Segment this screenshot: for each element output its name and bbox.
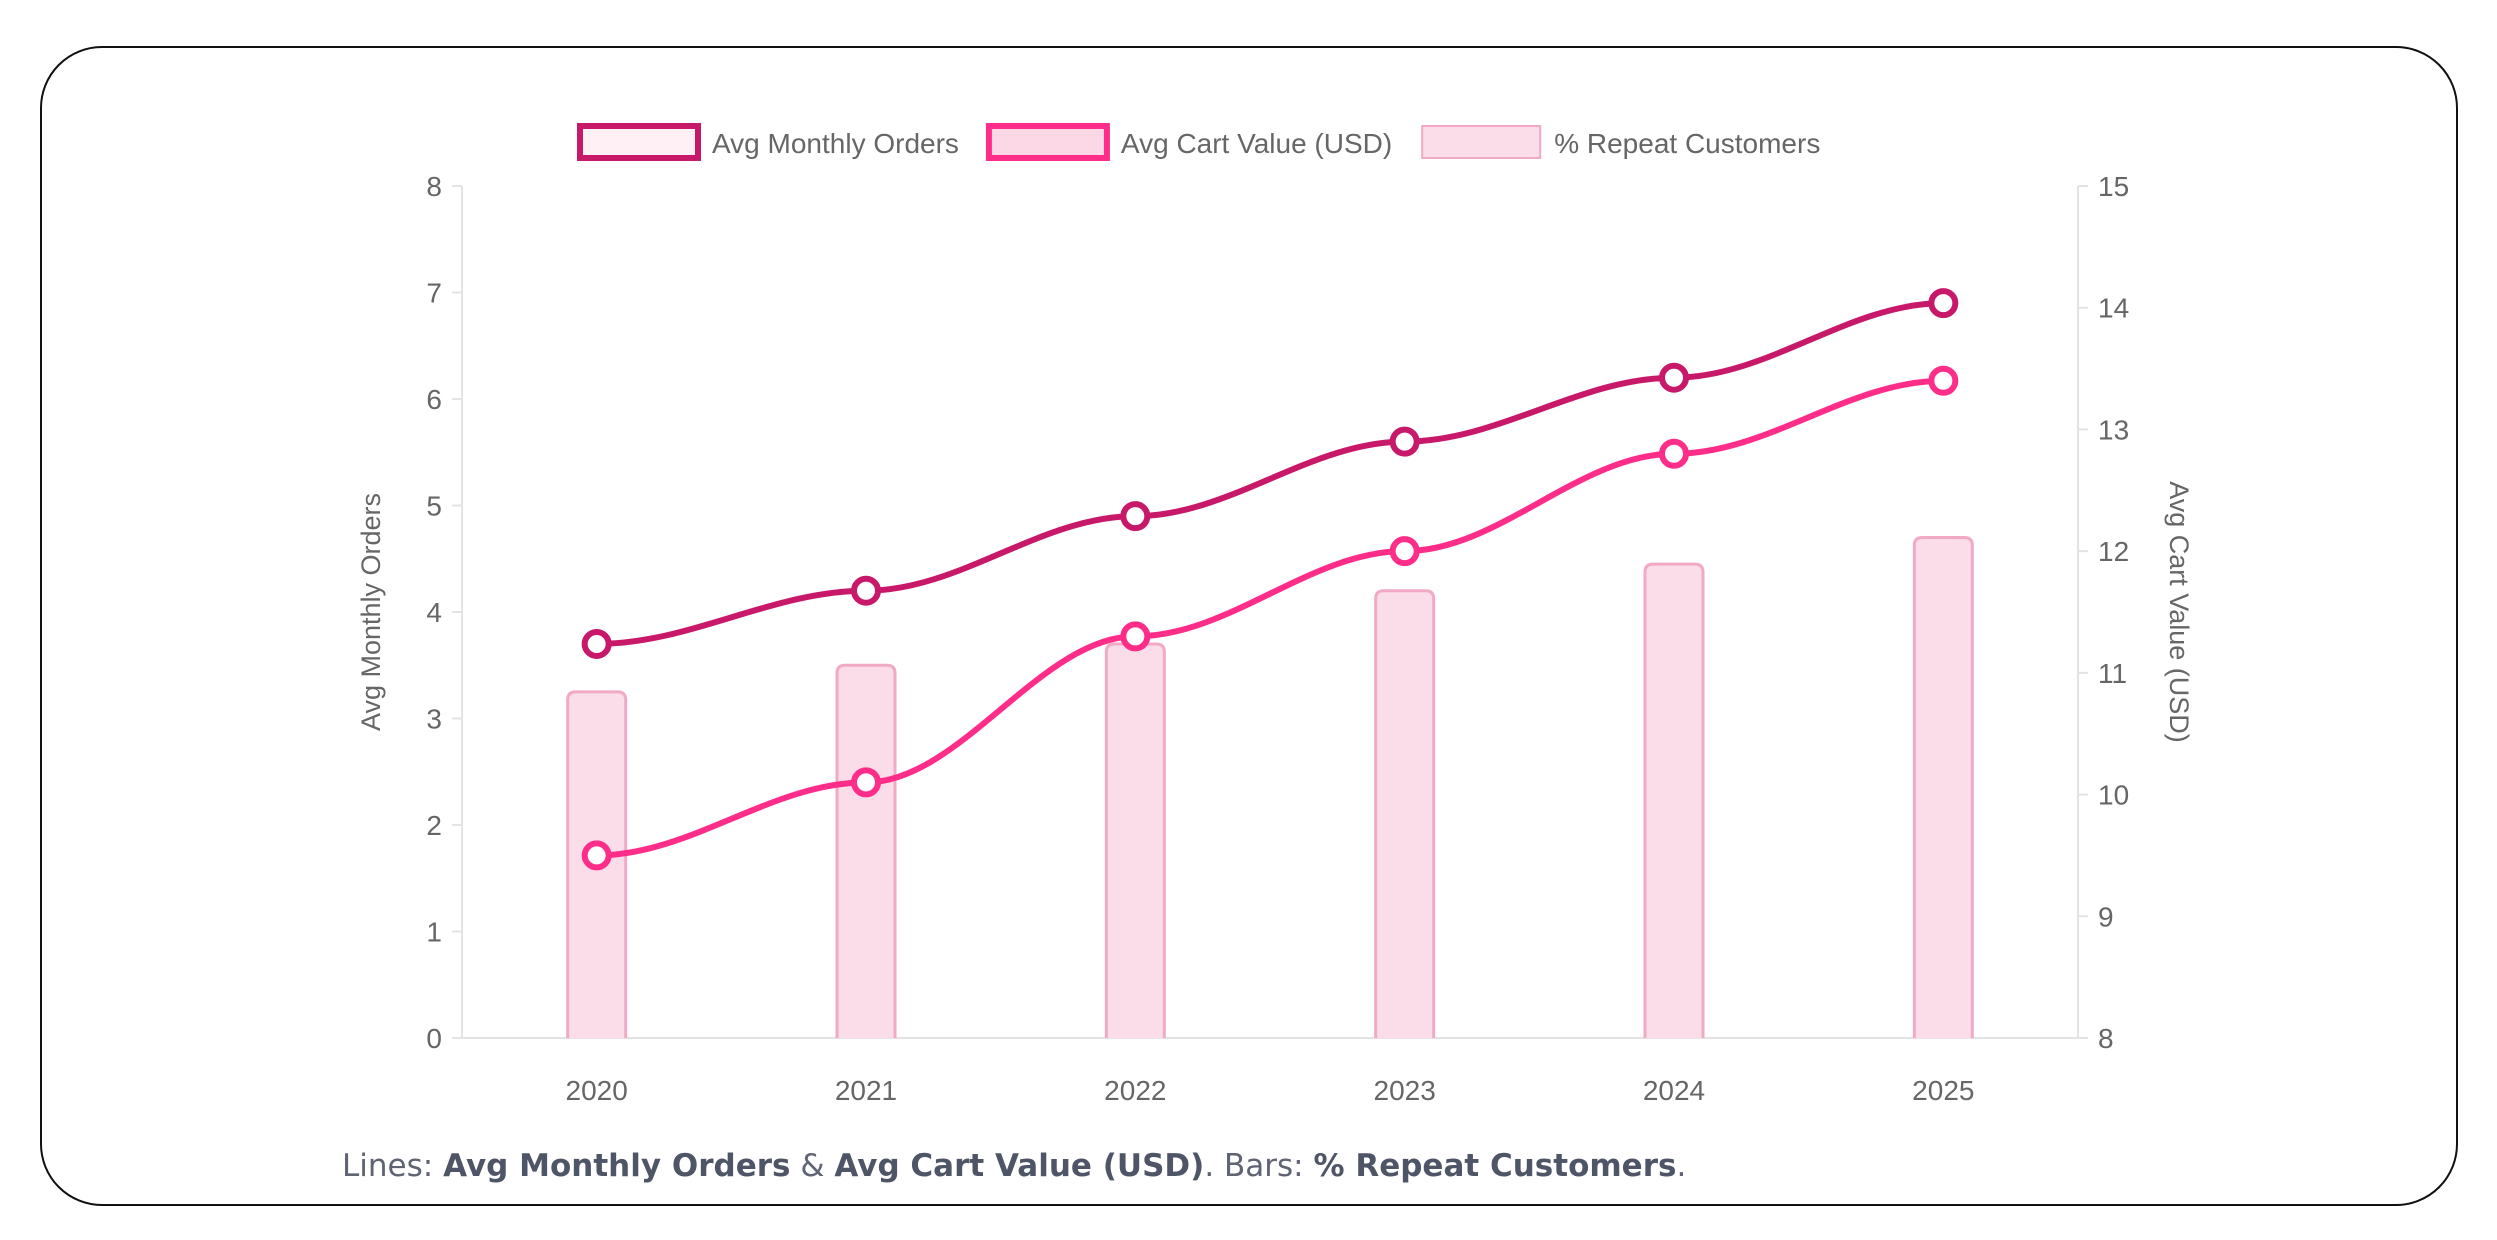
legend-label: % Repeat Customers [1554, 128, 1820, 159]
left-tick-label: 6 [426, 384, 442, 415]
right-tick-label: 12 [2098, 536, 2129, 567]
point-avg-monthly-orders [1928, 288, 1959, 319]
point-avg-monthly-orders [581, 628, 612, 659]
caption-bold-repeat: % Repeat Customers [1313, 1148, 1677, 1184]
bar-repeat-customers [1912, 535, 1974, 1038]
right-axis-title: Avg Cart Value (USD) [2164, 481, 2194, 743]
point-avg-monthly-orders [1659, 362, 1689, 393]
chart-caption: Lines: Avg Monthly Orders & Avg Cart Val… [342, 1148, 1686, 1184]
x-tick-label: 2025 [1912, 1075, 1974, 1106]
left-axis-title: Avg Monthly Orders [356, 493, 386, 731]
line-avg-cart-value-usd [596, 377, 1944, 859]
bar-repeat-customers [835, 663, 897, 1038]
point-avg-cart-value-usd [1120, 621, 1151, 652]
left-tick-label: 8 [426, 171, 442, 202]
caption-text: . Bars: [1204, 1148, 1314, 1184]
point-avg-monthly-orders [1120, 501, 1151, 532]
caption-bold-cart: Avg Cart Value (USD) [834, 1148, 1205, 1184]
legend-label: Avg Monthly Orders [712, 128, 959, 159]
left-tick-label: 2 [426, 810, 442, 841]
caption-text: . [1676, 1148, 1687, 1184]
x-tick-label: 2023 [1374, 1075, 1436, 1106]
right-tick-label: 10 [2098, 780, 2129, 811]
right-tick-label: 8 [2098, 1023, 2114, 1054]
x-tick-label: 2022 [1104, 1075, 1166, 1106]
right-tick-label: 15 [2098, 171, 2129, 202]
left-tick-label: 7 [426, 278, 442, 309]
left-tick-label: 3 [426, 704, 442, 735]
x-tick-label: 2020 [566, 1075, 628, 1106]
caption-bold-orders: Avg Monthly Orders [443, 1148, 791, 1184]
right-tick-label: 14 [2098, 293, 2129, 324]
point-avg-cart-value-usd [851, 767, 881, 798]
caption-text: & [790, 1148, 835, 1184]
bar-repeat-customers [1643, 562, 1705, 1038]
line-avg-monthly-orders [596, 300, 1944, 647]
bar-repeat-customers [1104, 642, 1166, 1038]
legend-swatch [577, 123, 701, 161]
x-tick-label: 2024 [1643, 1075, 1705, 1106]
point-avg-cart-value-usd [581, 840, 612, 871]
point-avg-cart-value-usd [1659, 438, 1689, 469]
left-tick-label: 5 [426, 491, 442, 522]
left-tick-label: 4 [426, 597, 442, 628]
left-tick-label: 1 [426, 917, 442, 948]
point-avg-monthly-orders [851, 575, 881, 606]
bar-repeat-customers [1374, 589, 1436, 1038]
chart-card [40, 46, 2458, 1206]
legend-swatch [1421, 125, 1542, 159]
point-avg-cart-value-usd [1389, 536, 1420, 567]
left-tick-label: 0 [426, 1023, 442, 1054]
legend-label: Avg Cart Value (USD) [1121, 128, 1392, 159]
right-tick-label: 11 [2098, 658, 2127, 689]
point-avg-monthly-orders [1389, 426, 1420, 457]
x-tick-label: 2021 [835, 1075, 897, 1106]
right-tick-label: 9 [2098, 901, 2114, 932]
point-avg-cart-value-usd [1928, 365, 1959, 396]
legend-swatch [985, 123, 1110, 161]
caption-text: Lines: [342, 1148, 444, 1184]
right-tick-label: 13 [2098, 414, 2129, 445]
